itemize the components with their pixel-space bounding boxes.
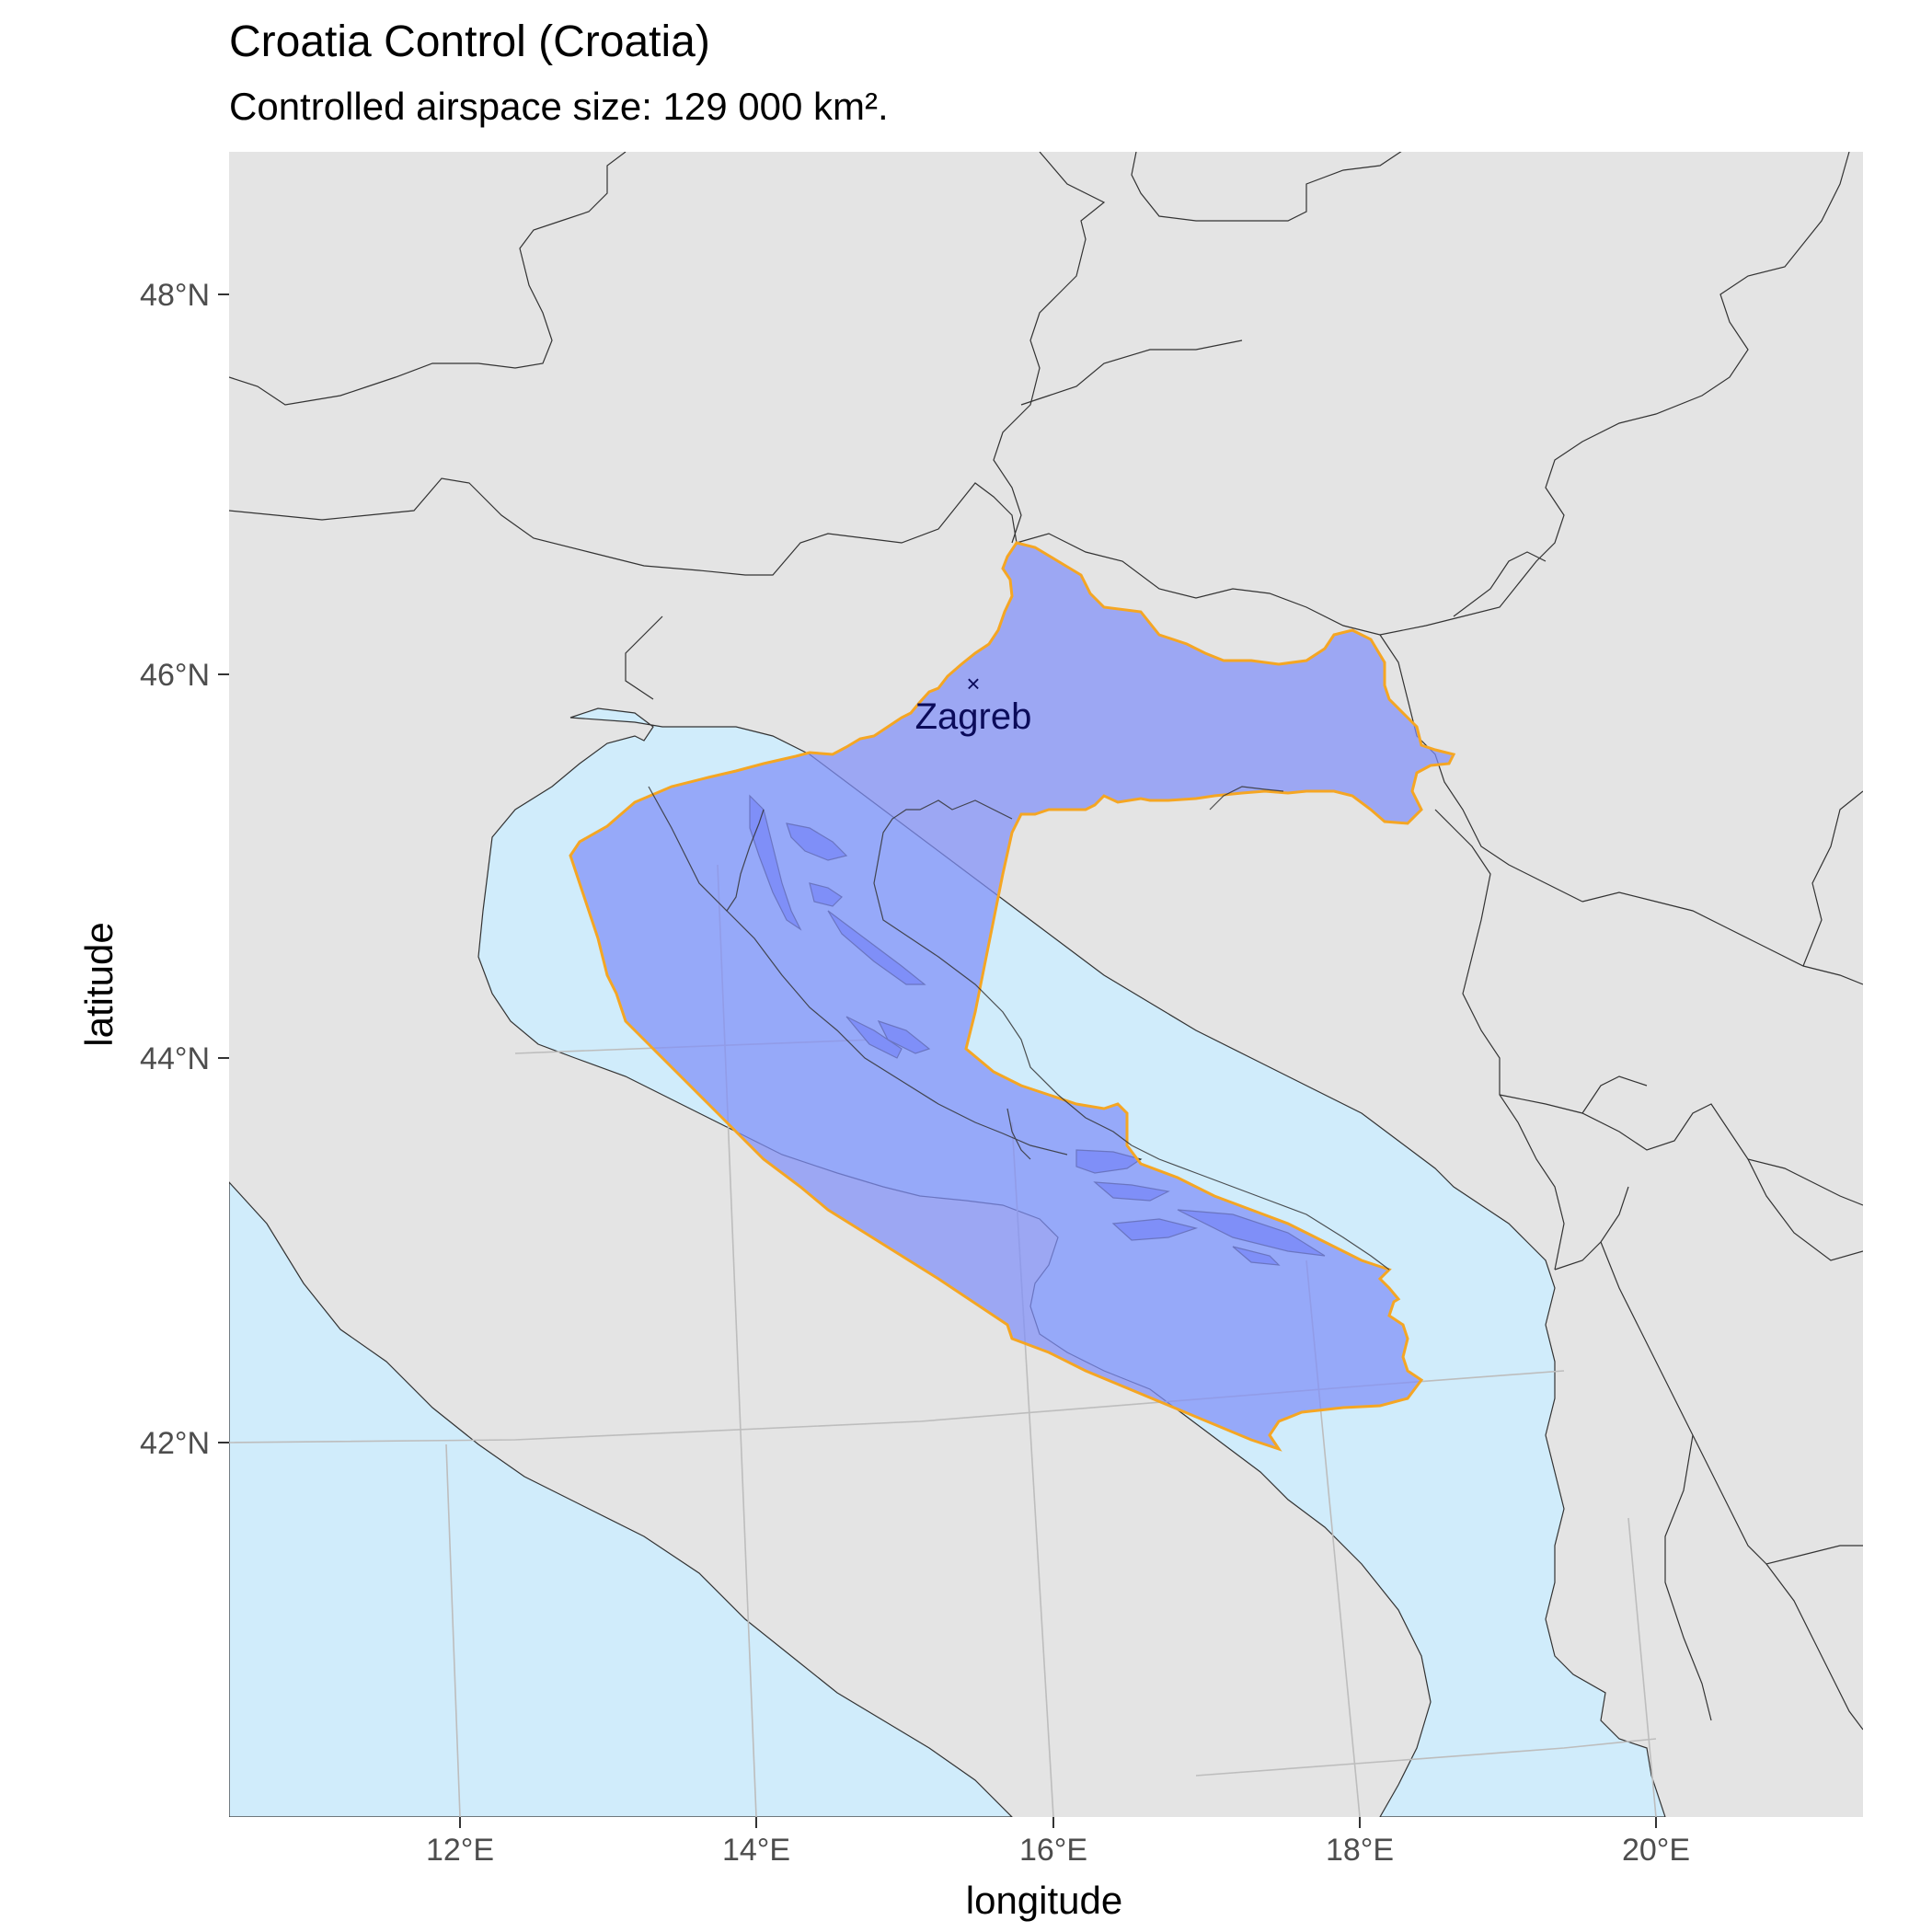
map-layers bbox=[229, 152, 1863, 1817]
axis-ticks bbox=[218, 293, 1657, 1828]
y-axis-title: latitude bbox=[77, 922, 121, 1046]
y-tick-46: 46°N bbox=[140, 658, 210, 693]
x-tick-12: 12°E bbox=[426, 1833, 494, 1868]
tyrrhenian-sea bbox=[229, 1181, 1013, 1817]
country-borders bbox=[229, 152, 1863, 1731]
city-marker-icon: × bbox=[966, 670, 980, 697]
map-title: Croatia Control (Croatia) bbox=[229, 17, 710, 66]
graticule bbox=[229, 864, 1657, 1817]
airspace-polygon[interactable] bbox=[569, 541, 1456, 1452]
x-tick-14: 14°E bbox=[722, 1833, 790, 1868]
y-tick-48: 48°N bbox=[140, 278, 210, 313]
y-tick-44: 44°N bbox=[140, 1041, 210, 1076]
x-tick-16: 16°E bbox=[1019, 1833, 1087, 1868]
city-label: Zagreb bbox=[915, 696, 1032, 737]
x-axis-title: longitude bbox=[966, 1879, 1122, 1922]
map-subtitle: Controlled airspace size: 129 000 km². bbox=[229, 85, 889, 128]
x-tick-18: 18°E bbox=[1326, 1833, 1394, 1868]
x-tick-20: 20°E bbox=[1622, 1833, 1690, 1868]
airspace-interior-lines bbox=[648, 786, 1390, 1271]
y-tick-42: 42°N bbox=[140, 1426, 210, 1461]
